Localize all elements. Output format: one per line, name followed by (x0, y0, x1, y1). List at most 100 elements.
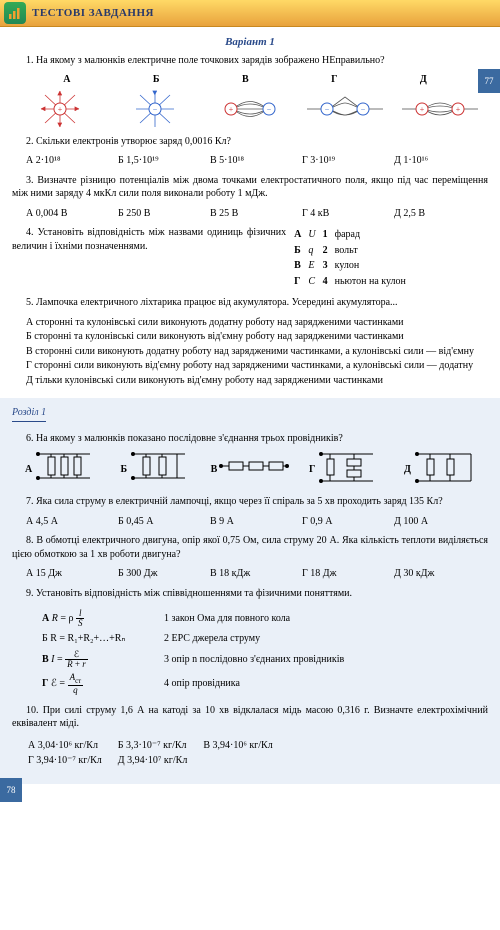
page-number-78: 78 (0, 778, 22, 802)
q4-3-lab: 3 (323, 260, 328, 271)
q4-text: 4. Установіть відповідність між назвами … (12, 226, 292, 290)
q10-v: В 3,94·10⁶ кг/Кл (203, 739, 286, 753)
q1-label-g: Г (331, 73, 337, 87)
q5-d: Д тільки кулонівські сили виконують від'… (12, 374, 488, 388)
q4-2-txt: вольт (335, 244, 411, 258)
q4-g-lab: Г (294, 276, 300, 287)
section-label: Розділ 1 (12, 406, 46, 422)
q8-opt-d: Д 30 кДж (394, 567, 486, 581)
q1-dia-b: − (107, 89, 202, 129)
q6-lab-v: В (211, 463, 218, 477)
q9-r2r: 2 ЕРС джерела струму (164, 631, 352, 647)
q2-text: 2. Скільки електронів утворює заряд 0,00… (12, 135, 488, 149)
q7-opt-b: Б 0,45 А (118, 515, 210, 529)
q2-opt-b: Б 1,5·10¹⁹ (118, 154, 210, 168)
q6-dia-g: Г (298, 451, 393, 487)
q4-2-lab: 2 (323, 245, 328, 256)
q3-opt-a: А 0,004 В (26, 207, 118, 221)
q8-opt-g: Г 18 Дж (302, 567, 394, 581)
q2-opts: А 2·10¹⁸ Б 1,5·10¹⁹ В 5·10¹⁸ Г 3·10¹⁹ Д … (12, 154, 488, 168)
q1-dia-v: +− (202, 89, 297, 129)
q4-4-txt: ньютон на кулон (335, 275, 411, 289)
q3-opt-b: Б 250 В (118, 207, 210, 221)
header-bar: ТЕСТОВІ ЗАВДАННЯ (0, 0, 500, 27)
q4-a-sym: U (308, 229, 315, 240)
q4-a-lab: А (294, 229, 301, 240)
q2-opt-d: Д 1·10¹⁶ (394, 154, 486, 168)
q2-opt-v: В 5·10¹⁸ (210, 154, 302, 168)
q3-opt-v: В 25 В (210, 207, 302, 221)
q7-opt-d: Д 100 А (394, 515, 486, 529)
q1-dia-g: −− (298, 89, 393, 129)
q9-r3r: 3 опір n послідовно з'єднаних провідникі… (164, 649, 352, 670)
page-78: 78 Розділ 1 6. На якому з малюнків показ… (0, 398, 500, 783)
page-number-77: 77 (478, 69, 500, 93)
q4-1-txt: фарад (335, 228, 411, 242)
q4-v-sym: E (308, 260, 314, 271)
q6-lab-b: Б (120, 463, 127, 477)
q3-opts: А 0,004 В Б 250 В В 25 В Г 4 кВ Д 2,5 В (12, 207, 488, 221)
q6-dia-v: В (202, 451, 297, 487)
svg-text:+: + (229, 105, 234, 114)
svg-text:+: + (456, 105, 461, 114)
q10-d: Д 3,94·10⁷ кг/Кл (118, 754, 202, 768)
q4-g-sym: C (308, 276, 315, 287)
q6-lab-d: Д (404, 463, 411, 477)
q2-opt-g: Г 3·10¹⁹ (302, 154, 394, 168)
q3-text: 3. Визначте різницю потенціалів між двом… (12, 174, 488, 201)
q9-intro: 9. Установіть відповідність між співвідн… (12, 587, 488, 601)
svg-text:−: − (325, 105, 330, 114)
q6-dia-b: Б (107, 451, 202, 487)
svg-text:−: − (267, 105, 272, 114)
q4-3-txt: кулон (335, 259, 411, 273)
q7-opts: А 4,5 А Б 0,45 А В 9 А Г 0,9 А Д 100 А (12, 515, 488, 529)
q2-opt-a: А 2·10¹⁸ (26, 154, 118, 168)
q1-label-d: Д (420, 73, 427, 87)
q3-opt-g: Г 4 кВ (302, 207, 394, 221)
svg-text:+: + (57, 105, 62, 114)
q3-opt-d: Д 2,5 В (394, 207, 486, 221)
q10-opts: А 3,04·10⁶ кг/КлБ 3,3·10⁻⁷ кг/КлВ 3,94·1… (26, 737, 289, 770)
q6-dia-d: Д (393, 451, 488, 487)
q9-r4l: Г ℰ = Aстq (42, 672, 162, 696)
q4-v-lab: В (294, 260, 301, 271)
q9-r3l: В I = ℰR + r (42, 649, 162, 670)
q1-text: 1. На якому з малюнків електричне поле т… (12, 54, 488, 68)
q4-b-lab: Б (294, 245, 301, 256)
q1-diagrams: + − +− −− ++ (12, 89, 488, 129)
q6-dia-a: А (12, 451, 107, 487)
q9-r1r: 1 закон Ома для повного кола (164, 608, 352, 629)
q6-diagrams: А Б В Г Д (12, 451, 488, 487)
q4-b-sym: q (308, 245, 313, 256)
chart-icon (4, 2, 26, 24)
q6-lab-g: Г (309, 463, 315, 477)
q10-text: 10. При силі струму 1,6 А на катоді за 1… (12, 704, 488, 731)
svg-text:+: + (420, 105, 425, 114)
q6-text: 6. На якому з малюнків показано послідов… (12, 432, 488, 446)
q7-opt-g: Г 0,9 А (302, 515, 394, 529)
q7-opt-a: А 4,5 А (26, 515, 118, 529)
q8-text: 8. В обмотці електричного двигуна, опір … (12, 534, 488, 561)
q5-v: В сторонні сили виконують додатну роботу… (12, 345, 488, 359)
q4-block: 4. Установіть відповідність між назвами … (12, 226, 488, 290)
q5-a: А сторонні та кулонівські сили виконують… (12, 316, 488, 330)
q10-b: Б 3,3·10⁻⁷ кг/Кл (118, 739, 202, 753)
q4-1-lab: 1 (323, 229, 328, 240)
q1-dia-a: + (12, 89, 107, 129)
q1-label-v: В (242, 73, 249, 87)
q7-text: 7. Яка сила струму в електричній лампочц… (12, 495, 488, 509)
q8-opt-b: Б 300 Дж (118, 567, 210, 581)
q4-4-lab: 4 (323, 276, 328, 287)
q5-intro: 5. Лампочка електричного ліхтарика працю… (12, 296, 488, 310)
q9-r2l: Б R = R₁+R₂+…+Rₙ (42, 631, 162, 647)
q9-table: А R = ρ lS1 закон Ома для повного кола Б… (40, 606, 354, 697)
q4-match-table: АU1 фарад Бq2 вольт ВE3 кулон ГC4 ньютон на … (292, 226, 413, 290)
q1-label-a: А (63, 73, 70, 87)
q10-a: А 3,04·10⁶ кг/Кл (28, 739, 116, 753)
q1-labels: А Б В Г Д (12, 73, 488, 87)
q1-dia-d: ++ (393, 89, 488, 129)
header-title: ТЕСТОВІ ЗАВДАННЯ (32, 6, 154, 21)
q5-g: Г сторонні сили виконують від'ємну робот… (12, 359, 488, 373)
q5-b: Б сторонні та кулонівські сили виконують… (12, 330, 488, 344)
q8-opts: А 15 Дж Б 300 Дж В 18 кДж Г 18 Дж Д 30 к… (12, 567, 488, 581)
